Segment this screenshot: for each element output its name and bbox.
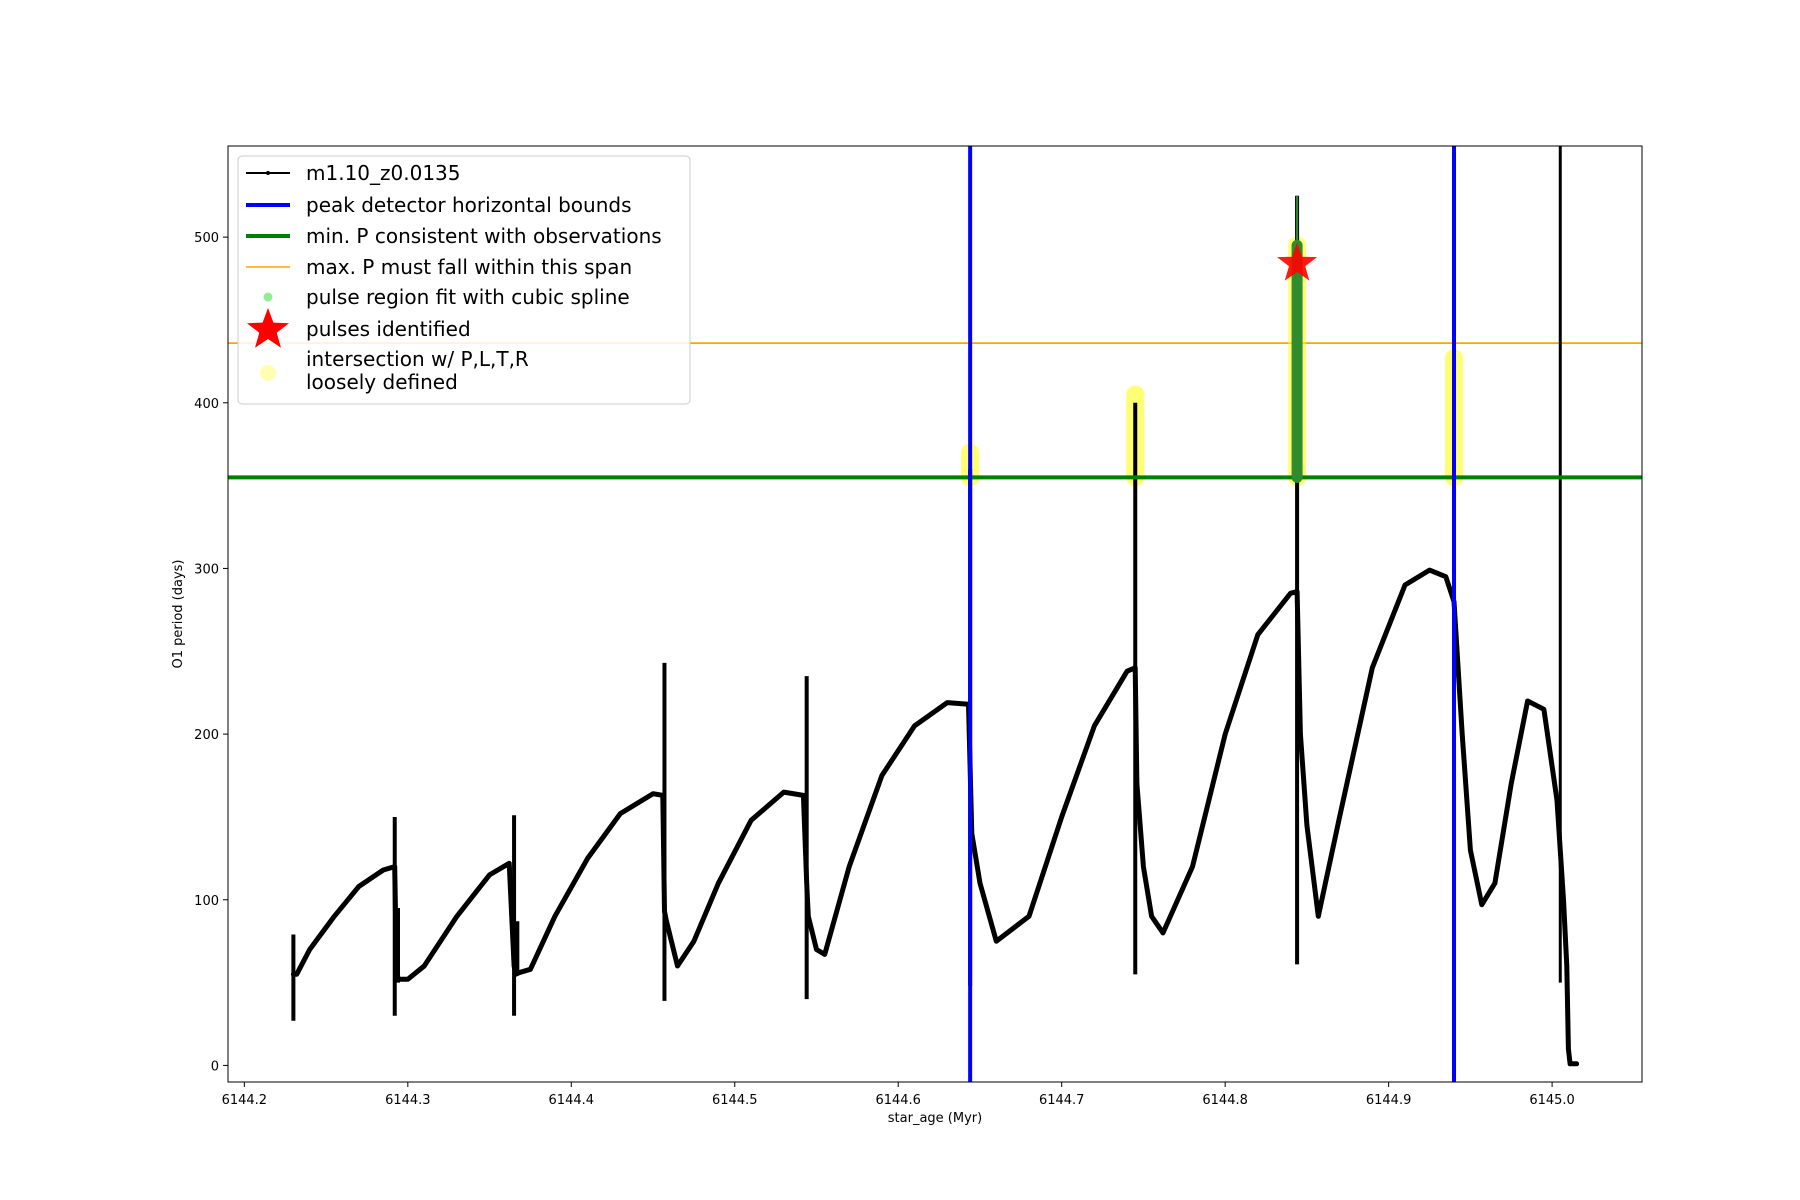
axes: 6144.2 6144.3 6144.4 6144.5 6144.6 6144.7 6144… xyxy=(194,231,1575,1108)
legend-label-pulse-region: pulse region fit with cubic spline xyxy=(306,285,630,309)
y-tick-label-5: 500 xyxy=(194,231,219,246)
legend-label-peak-bounds: peak detector horizontal bounds xyxy=(306,193,632,217)
x-tick-label-2: 6144.4 xyxy=(549,1093,595,1108)
plot-area xyxy=(228,146,1642,1082)
y-tick-label-4: 400 xyxy=(194,397,219,412)
y-tick-label-0: 0 xyxy=(211,1059,219,1074)
legend: m1.10_z0.0135 peak detector horizontal b… xyxy=(237,155,691,405)
legend-label-series: m1.10_z0.0135 xyxy=(306,161,461,185)
legend-box xyxy=(237,155,691,405)
legend-label-pulses: pulses identified xyxy=(306,317,471,341)
x-tick-label-7: 6144.9 xyxy=(1366,1093,1412,1108)
pulse-star-0 xyxy=(1277,242,1318,281)
x-axis-label: star_age (Myr) xyxy=(888,1111,982,1126)
y-tick-label-1: 100 xyxy=(194,894,219,909)
legend-label-intersection-line1: intersection w/ P,L,T,R xyxy=(306,347,529,371)
legend-marker-series xyxy=(266,171,270,175)
legend-label-min-p: min. P consistent with observations xyxy=(306,224,662,248)
x-tick-label-4: 6144.6 xyxy=(875,1093,921,1108)
y-tick-label-3: 300 xyxy=(194,562,219,577)
x-tick-label-8: 6145.0 xyxy=(1529,1093,1575,1108)
legend-label-intersection-line2: loosely defined xyxy=(306,370,458,394)
x-tick-label-1: 6144.3 xyxy=(385,1093,431,1108)
x-tick-label-6: 6144.8 xyxy=(1202,1093,1248,1108)
x-tick-label-0: 6144.2 xyxy=(222,1093,268,1108)
x-tick-label-3: 6144.5 xyxy=(712,1093,758,1108)
legend-marker-pulses-star xyxy=(247,308,289,348)
y-tick-label-2: 200 xyxy=(194,728,219,743)
legend-marker-pulse-region xyxy=(263,292,273,302)
legend-label-max-p: max. P must fall within this span xyxy=(306,255,632,279)
series-m1-10-curve xyxy=(290,567,1580,1067)
legend-marker-intersection xyxy=(260,365,276,381)
y-axis-label: O1 period (days) xyxy=(171,559,186,668)
plot-frame xyxy=(227,145,1643,1083)
x-tick-label-5: 6144.7 xyxy=(1039,1093,1085,1108)
